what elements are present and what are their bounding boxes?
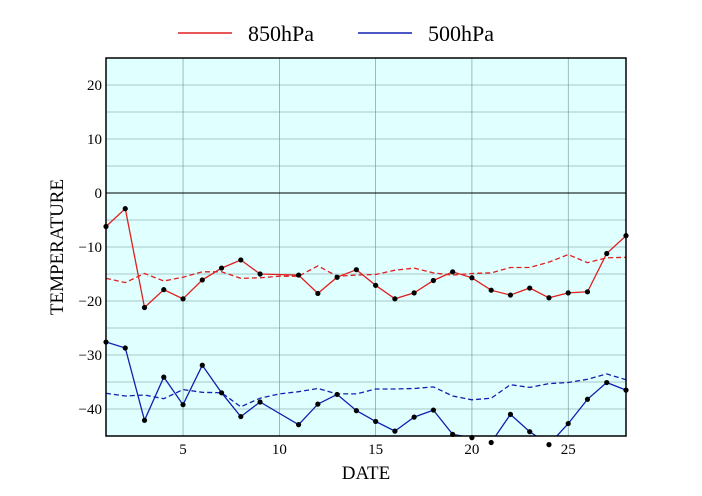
data-point <box>199 362 205 368</box>
data-point <box>469 275 475 281</box>
data-point <box>334 391 340 398</box>
x-tick-label: 5 <box>179 442 187 458</box>
data-point <box>411 290 417 296</box>
data-point <box>565 420 571 427</box>
x-tick-label: 20 <box>464 442 479 458</box>
y-tick-label: 10 <box>87 132 102 148</box>
y-tick-label: −20 <box>79 294 102 310</box>
legend: 850hPa 500hPa <box>178 21 494 46</box>
data-point <box>199 277 205 283</box>
data-point <box>295 272 302 278</box>
legend-label-850hpa: 850hPa <box>248 21 314 46</box>
data-point <box>488 287 494 293</box>
data-point <box>315 290 321 297</box>
data-point <box>161 374 167 380</box>
y-tick-label: −30 <box>79 348 102 364</box>
data-point <box>315 401 321 407</box>
legend-label-500hpa: 500hPa <box>428 21 494 46</box>
data-point <box>334 274 340 280</box>
data-point <box>565 290 571 296</box>
data-point <box>527 285 533 291</box>
series-line-3 <box>106 373 626 408</box>
data-point <box>546 295 552 301</box>
data-point <box>373 282 379 288</box>
data-point <box>546 442 552 448</box>
data-point <box>122 345 128 351</box>
x-tick-label: 15 <box>368 442 383 458</box>
data-point <box>257 399 263 405</box>
data-point <box>584 396 591 402</box>
data-point <box>257 271 263 277</box>
x-tick-label: 25 <box>561 442 576 458</box>
data-point <box>122 206 128 212</box>
data-point <box>450 269 456 275</box>
data-point <box>161 287 167 293</box>
plot-frame <box>105 57 627 437</box>
y-axis-title: TEMPERATURE <box>47 179 68 315</box>
tick-labels: 5 10 15 20 25 20 10 0 −10 −20 −30 −40 <box>79 78 576 458</box>
data-point <box>373 418 379 425</box>
data-point <box>238 413 244 420</box>
data-point <box>180 402 186 408</box>
data-point <box>604 379 610 386</box>
data-point <box>218 390 225 396</box>
marker-layer <box>103 206 629 448</box>
data-point <box>238 257 244 263</box>
y-tick-label: 20 <box>87 78 102 94</box>
data-point <box>295 422 302 428</box>
data-point <box>507 411 514 417</box>
data-point <box>488 439 494 446</box>
data-point <box>218 265 225 271</box>
data-point <box>141 304 148 311</box>
data-point <box>411 414 417 420</box>
data-point <box>353 408 359 414</box>
y-tick-label: 0 <box>95 186 103 202</box>
data-point <box>353 267 359 273</box>
data-point <box>527 429 533 435</box>
grid-lines <box>106 58 626 436</box>
x-tick-label: 10 <box>272 442 287 458</box>
data-point <box>141 417 148 423</box>
y-tick-label: −10 <box>79 240 102 256</box>
data-point <box>584 289 591 295</box>
data-point <box>392 428 398 434</box>
data-point <box>430 407 437 413</box>
data-point <box>392 296 398 302</box>
y-tick-label: −40 <box>79 402 102 418</box>
data-point <box>180 296 186 302</box>
data-point <box>604 250 610 257</box>
x-axis-title: DATE <box>342 463 391 484</box>
data-point <box>430 277 437 284</box>
data-point <box>507 292 514 298</box>
series-line-1 <box>106 253 626 284</box>
